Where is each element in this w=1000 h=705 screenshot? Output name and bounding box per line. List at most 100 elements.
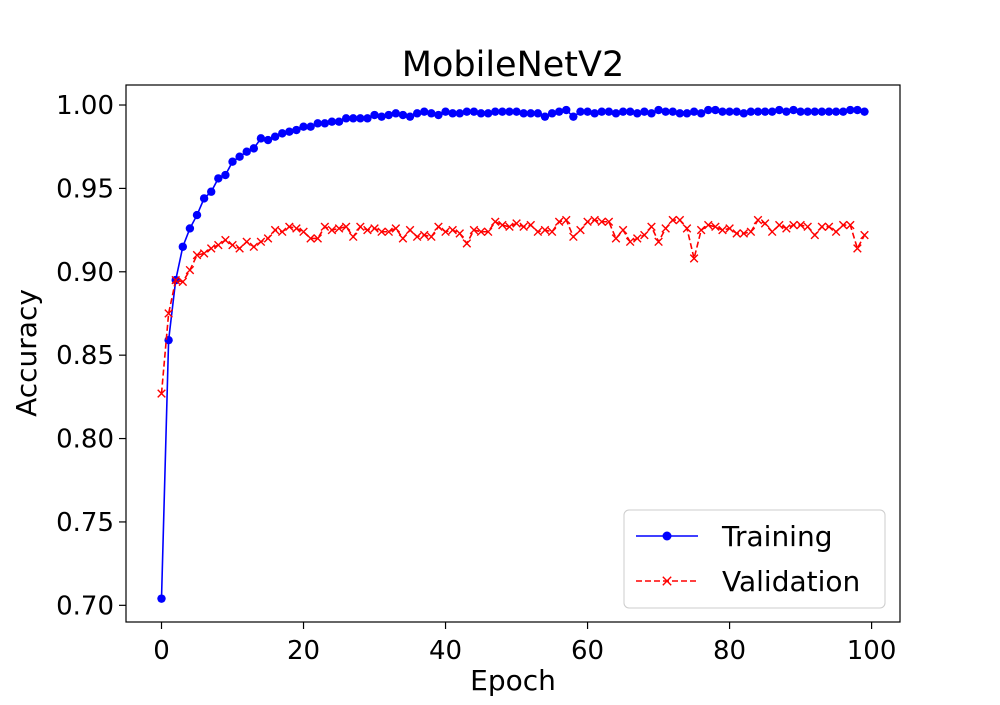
data-point-validation <box>831 227 841 237</box>
data-point-training <box>853 105 862 115</box>
data-point-validation <box>547 227 557 237</box>
data-point-validation <box>370 224 379 233</box>
x-marker-icon <box>696 225 706 235</box>
data-point-training <box>725 107 734 116</box>
x-marker-icon <box>540 225 550 235</box>
x-marker-icon <box>306 234 315 243</box>
legend-entries: Training Validation <box>636 520 860 598</box>
data-point-training <box>597 107 606 116</box>
data-point-training <box>327 117 337 126</box>
legend-box <box>623 509 886 609</box>
x-marker-icon <box>512 219 521 228</box>
data-point-training <box>242 147 251 156</box>
data-point-validation <box>505 222 514 232</box>
data-point-training <box>803 107 812 116</box>
data-point-training <box>427 109 436 118</box>
data-point-training <box>662 531 672 541</box>
data-point-validation <box>327 225 337 235</box>
data-point-training <box>562 105 571 115</box>
data-point-validation <box>434 222 443 232</box>
series-line-validation <box>160 219 866 394</box>
data-point-validation <box>306 234 315 243</box>
data-point-training <box>292 125 301 135</box>
data-point-training <box>711 105 720 115</box>
x-marker-icon <box>732 229 741 238</box>
data-point-validation <box>214 240 223 250</box>
data-point-validation <box>526 220 536 230</box>
data-point-training <box>846 105 855 115</box>
x-marker-icon <box>334 224 344 233</box>
x-marker-icon <box>824 222 834 232</box>
data-point-validation <box>533 227 543 237</box>
data-point-training <box>554 107 564 116</box>
data-point-training <box>682 109 692 118</box>
data-point-training <box>349 114 358 123</box>
x-marker-icon <box>739 229 749 238</box>
data-point-validation <box>228 240 237 250</box>
data-point-training <box>732 107 741 116</box>
data-point-validation <box>256 237 266 247</box>
x-marker-icon <box>178 277 188 287</box>
data-point-validation <box>263 234 273 243</box>
data-point-training <box>640 107 649 116</box>
data-point-training <box>704 105 713 115</box>
data-point-training <box>625 107 635 116</box>
data-point-training <box>363 114 372 123</box>
x-marker-icon <box>661 224 670 233</box>
data-point-validation <box>313 234 323 243</box>
data-point-validation <box>419 230 429 240</box>
x-marker-icon <box>398 234 408 243</box>
data-point-training <box>782 107 791 116</box>
x-marker-icon <box>363 225 372 235</box>
data-point-training <box>533 109 543 118</box>
x-marker-icon <box>270 225 280 235</box>
data-point-validation <box>789 220 798 230</box>
data-point-validation <box>853 244 862 253</box>
data-point-training <box>391 109 401 118</box>
x-marker-icon <box>845 220 855 230</box>
x-marker-icon <box>682 224 692 233</box>
x-marker-icon <box>469 225 479 235</box>
x-marker-icon <box>746 227 756 237</box>
data-point-validation <box>483 227 493 237</box>
legend-label-validation: Validation <box>722 565 860 598</box>
legend-entry-training: Training <box>636 520 832 553</box>
data-point-training <box>192 210 202 220</box>
data-point-training <box>483 109 493 118</box>
data-point-training <box>498 107 507 116</box>
data-point-training <box>299 122 308 131</box>
x-marker-icon <box>625 237 635 247</box>
x-marker-icon <box>370 224 379 233</box>
data-point-training <box>654 105 663 115</box>
data-point-training <box>476 109 486 118</box>
data-point-validation <box>235 244 244 253</box>
x-marker-icon <box>320 222 330 232</box>
data-point-validation <box>817 222 827 232</box>
data-point-training <box>249 144 259 153</box>
x-tick-label: 40 <box>429 636 462 666</box>
data-point-validation <box>405 225 415 235</box>
data-point-validation <box>860 230 869 240</box>
data-point-training <box>675 109 685 118</box>
x-marker-icon <box>774 220 784 230</box>
data-point-validation <box>441 227 450 237</box>
data-point-training <box>448 109 457 118</box>
data-point-validation <box>569 232 578 242</box>
legend-entry-validation: Validation <box>636 565 860 598</box>
data-point-training <box>370 110 379 120</box>
data-point-validation <box>171 275 181 285</box>
x-marker-icon <box>356 222 365 232</box>
data-point-validation <box>782 224 791 233</box>
x-marker-icon <box>711 222 720 232</box>
data-point-validation <box>774 220 784 230</box>
x-marker-icon <box>817 222 827 232</box>
x-marker-icon <box>618 225 628 235</box>
x-marker-icon <box>199 249 209 258</box>
x-marker-icon <box>419 230 429 240</box>
data-point-validation <box>661 224 670 233</box>
y-tick-label: 0.85 <box>56 341 114 371</box>
data-point-training <box>420 107 429 116</box>
data-point-validation <box>753 215 763 225</box>
x-marker-icon <box>668 215 678 225</box>
